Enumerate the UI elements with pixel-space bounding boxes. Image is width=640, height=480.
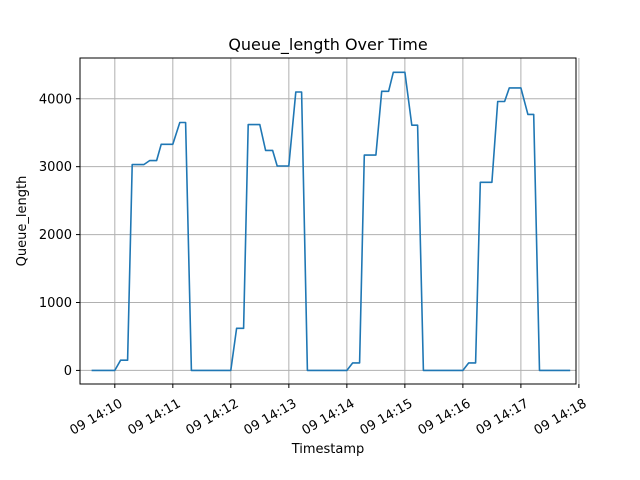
plot-frame	[79, 57, 577, 385]
x-tick-label: 09 14:18	[532, 396, 590, 438]
chart-title: Queue_length Over Time	[228, 35, 427, 55]
x-tick-label: 09 14:16	[416, 396, 474, 438]
x-tick-label: 09 14:10	[68, 396, 126, 438]
x-axis-label: Timestamp	[291, 442, 365, 457]
series-line	[91, 71, 571, 372]
x-tick-label: 09 14:15	[358, 396, 416, 438]
x-tick-label: 09 14:13	[242, 396, 300, 438]
plot-series	[91, 71, 571, 372]
y-tick-label: 0	[64, 364, 72, 379]
x-tick-label: 09 14:14	[300, 396, 358, 438]
y-tick-label: 4000	[39, 92, 72, 107]
grid	[80, 58, 580, 384]
x-tick-label: 09 14:11	[126, 396, 184, 438]
y-axis: 0 1000 2000 3000 4000	[39, 92, 80, 379]
x-tick-label: 09 14:17	[474, 396, 532, 438]
y-tick-label: 1000	[39, 296, 72, 311]
x-tick-label: 09 14:12	[184, 396, 242, 438]
y-tick-label: 2000	[39, 228, 72, 243]
x-axis: 09 14:10 09 14:11 09 14:12 09 14:13 09 14:14…	[68, 384, 590, 438]
y-axis-label: Queue_length	[15, 176, 30, 267]
y-tick-label: 3000	[39, 160, 72, 175]
